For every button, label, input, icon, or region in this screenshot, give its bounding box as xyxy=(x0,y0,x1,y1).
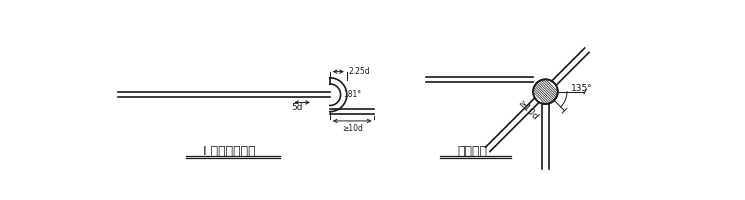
Text: 181°: 181° xyxy=(343,89,361,98)
Text: 钢筋弯钩: 钢筋弯钩 xyxy=(457,144,487,157)
Text: 135°: 135° xyxy=(571,84,592,93)
Text: ≥10d: ≥10d xyxy=(516,98,539,122)
Text: 2.25d: 2.25d xyxy=(349,67,370,76)
Text: 5d: 5d xyxy=(292,102,303,111)
Circle shape xyxy=(533,80,558,104)
Text: ≥10d: ≥10d xyxy=(342,124,363,133)
Text: I 级钢筋弯钩图: I 级钢筋弯钩图 xyxy=(203,144,256,157)
